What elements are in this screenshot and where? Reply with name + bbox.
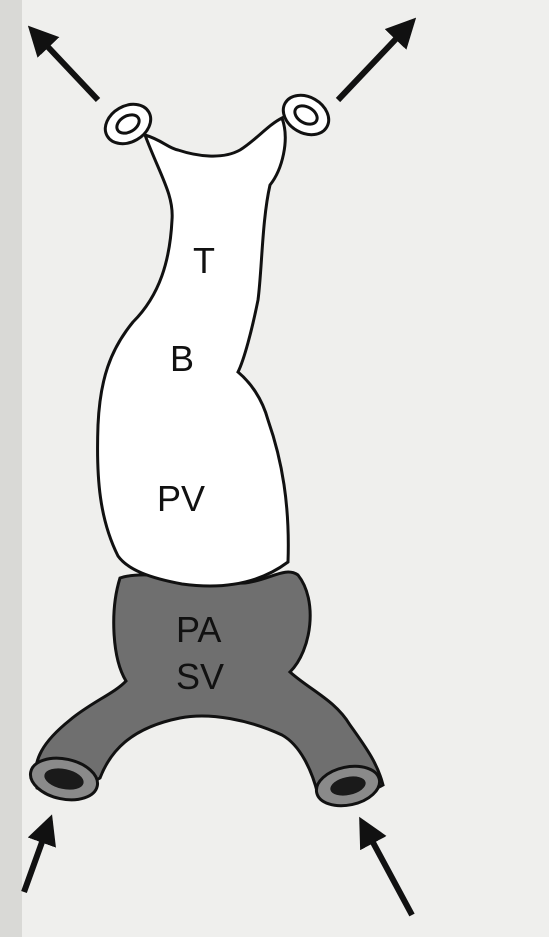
arrow-upper-left	[27, 25, 101, 103]
label-b: B	[170, 338, 194, 379]
upper-right-vessel-end	[281, 93, 331, 137]
label-pa: PA	[176, 609, 221, 650]
arrow-upper-right	[335, 17, 417, 103]
left-margin-shadow	[0, 0, 22, 937]
upper-left-vessel-end	[103, 102, 153, 146]
lower-chamber-pa-sv	[33, 570, 385, 799]
lower-left-vessel-end	[28, 756, 100, 802]
arrow-lower-right	[359, 816, 415, 917]
label-sv: SV	[176, 656, 224, 697]
lower-right-vessel-end	[314, 764, 382, 808]
label-pv: PV	[157, 478, 205, 519]
arrow-lower-left	[21, 814, 56, 894]
label-t: T	[193, 240, 215, 281]
upper-chamber-t-b-pv	[96, 115, 290, 588]
